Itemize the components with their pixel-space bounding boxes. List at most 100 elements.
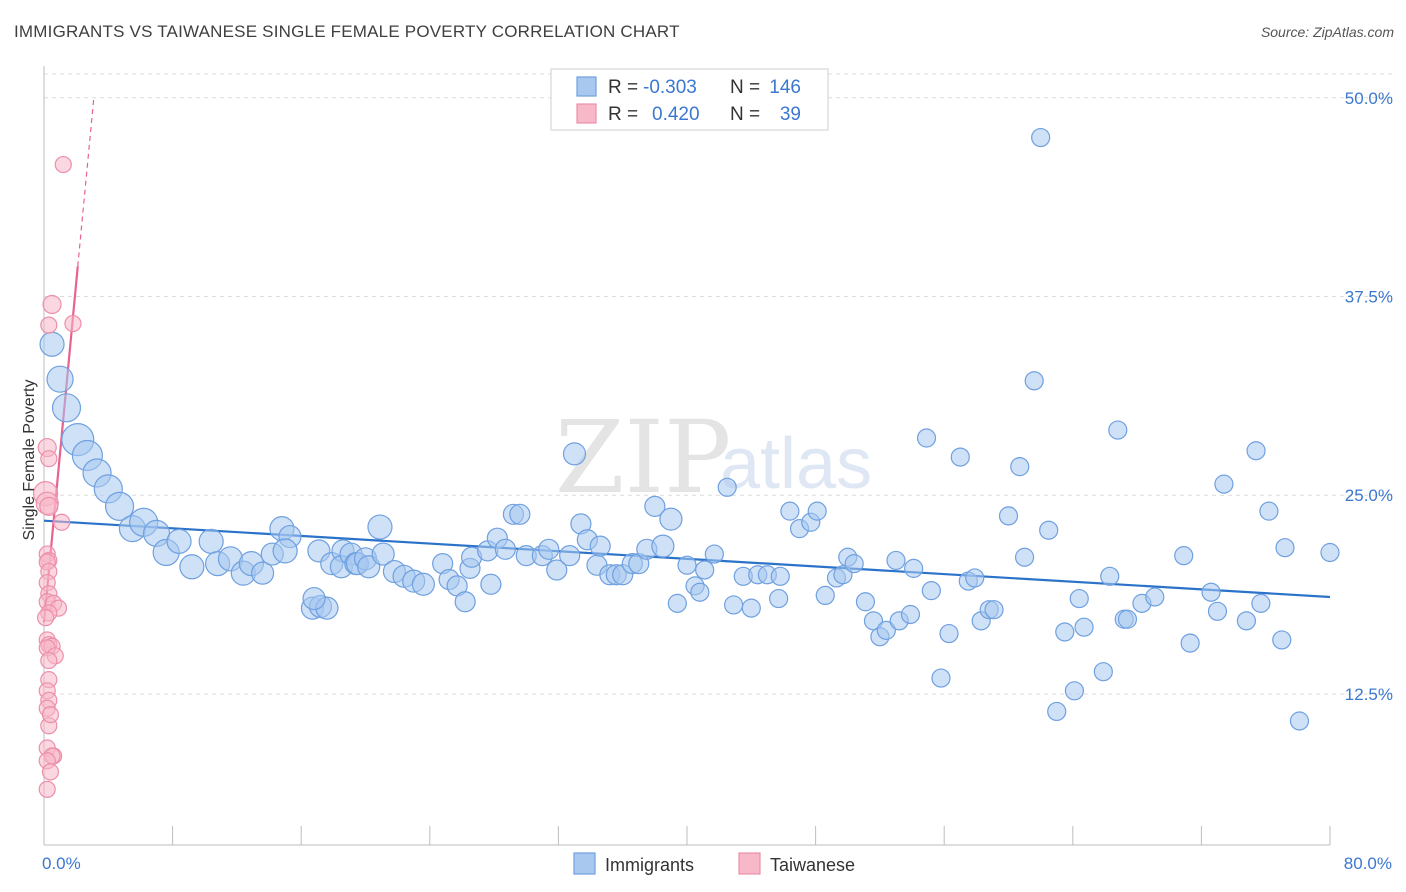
immigrants-point: [562, 442, 587, 466]
immigrants-point: [1039, 520, 1059, 540]
immigrants-point: [904, 558, 924, 578]
immigrants-point: [1069, 588, 1089, 609]
immigrants-point: [198, 528, 224, 554]
immigrants-point: [900, 604, 921, 625]
immigrants-point: [46, 365, 74, 393]
immigrants-point: [302, 586, 326, 611]
immigrants-point: [677, 555, 697, 575]
immigrants-point: [807, 501, 827, 521]
immigrants-point: [1289, 711, 1310, 731]
immigrants-point: [1207, 601, 1228, 621]
immigrants-point: [815, 585, 835, 606]
immigrants-point: [855, 592, 876, 612]
immigrants-point: [371, 542, 395, 566]
immigrants-point: [1014, 547, 1035, 567]
legend-n-label-2: N =: [730, 104, 760, 125]
taiwanese-point: [40, 651, 58, 670]
taiwanese-point: [40, 450, 58, 468]
immigrants-point: [916, 428, 937, 448]
immigrants-point: [1100, 566, 1120, 586]
chart-title: IMMIGRANTS VS TAIWANESE SINGLE FEMALE PO…: [14, 22, 680, 41]
source-label: Source: ZipAtlas.com: [1260, 24, 1394, 40]
immigrants-point: [104, 491, 135, 521]
taiwanese-point: [39, 496, 59, 516]
watermark-atlas: atlas: [720, 424, 872, 504]
immigrants-point: [1064, 681, 1085, 701]
taiwanese-point: [41, 763, 60, 781]
immigrants-point: [717, 477, 737, 497]
taiwanese-point: [53, 513, 71, 531]
immigrants-point: [1201, 582, 1221, 602]
immigrants-point: [1180, 633, 1200, 653]
immigrants-point: [1031, 127, 1051, 148]
immigrants-point: [1251, 593, 1271, 613]
immigrants-point: [1320, 542, 1340, 563]
bottom-legend: Immigrants Taiwanese: [573, 852, 855, 875]
watermark: ZIP atlas: [555, 399, 872, 516]
data-points: [33, 127, 1340, 798]
immigrants-point: [659, 507, 683, 531]
immigrants-point: [931, 668, 951, 688]
immigrants-point: [844, 554, 864, 574]
immigrants-point: [704, 544, 724, 564]
trend-lines: [42, 97, 1331, 623]
taiwanese-point: [64, 314, 82, 333]
immigrants-point: [651, 534, 675, 558]
immigrants-point: [1145, 587, 1165, 607]
taiwanese-point: [40, 316, 58, 334]
immigrants-point: [950, 447, 970, 467]
immigrants-point: [1010, 457, 1030, 477]
immigrants-point: [251, 561, 275, 585]
immigrants-point: [367, 514, 393, 540]
immigrants-point: [886, 550, 906, 571]
taiwanese-point: [38, 780, 56, 798]
immigrants-point: [1214, 474, 1234, 494]
immigrants-point: [780, 501, 800, 521]
immigrants-point: [1259, 501, 1279, 521]
immigrants-point: [876, 620, 896, 640]
immigrants-point: [667, 593, 687, 613]
legend-box: R = -0.303 N = 146 R = 0.420 N = 39: [550, 68, 829, 131]
taiwanese-trend-extension: [77, 97, 95, 267]
immigrants-point: [272, 538, 298, 564]
taiwanese-point: [42, 294, 62, 315]
taiwanese-point: [37, 609, 55, 627]
immigrants-point: [1246, 441, 1266, 461]
y-tick-label: 12.5%: [1345, 685, 1393, 704]
immigrants-point: [984, 600, 1004, 620]
legend-n-value-2: 39: [780, 104, 801, 125]
legend-r-label-1: R =: [608, 77, 638, 98]
legend-r-value-1: -0.303: [643, 77, 697, 98]
immigrants-point: [494, 538, 516, 560]
y-tick-label: 50.0%: [1345, 89, 1393, 108]
legend-n-label-1: N =: [730, 77, 760, 98]
immigrants-point: [770, 566, 790, 586]
immigrants-point: [546, 559, 568, 581]
taiwanese-point: [41, 706, 60, 724]
x-tick-min: 0.0%: [42, 854, 81, 873]
immigrants-point: [1055, 622, 1075, 642]
legend-frame: [550, 68, 829, 131]
immigrants-point: [939, 623, 959, 644]
immigrants-point: [1074, 617, 1094, 637]
immigrants-point: [39, 331, 65, 357]
y-tick-labels: 12.5% 25.0% 37.5% 50.0%: [1345, 89, 1393, 704]
immigrants-point: [179, 554, 205, 580]
immigrants-point: [1272, 630, 1292, 650]
immigrants-point: [695, 560, 715, 580]
immigrants-point: [690, 582, 710, 602]
immigrants-point: [998, 506, 1019, 526]
immigrants-point: [509, 503, 531, 525]
immigrants-point: [559, 545, 581, 567]
bottom-legend-taiwanese-label: Taiwanese: [770, 855, 855, 875]
immigrants-point: [51, 393, 82, 423]
bottom-legend-immigrants-swatch: [573, 852, 596, 875]
immigrants-point: [1108, 420, 1128, 440]
immigrants-point: [1047, 701, 1067, 722]
immigrants-point: [1093, 662, 1113, 682]
bottom-legend-immigrants-label: Immigrants: [605, 855, 694, 875]
legend-immigrants-swatch: [576, 76, 597, 97]
immigrants-point: [644, 495, 666, 517]
immigrants-point: [538, 538, 560, 560]
